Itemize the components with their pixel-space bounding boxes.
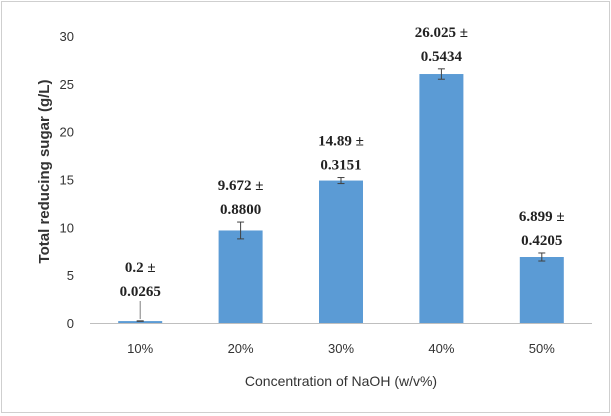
y-tick-label: 15 (60, 173, 74, 188)
data-label-value: 26.025 ± (415, 25, 468, 41)
data-label-value: 14.89 ± (318, 134, 364, 150)
bar (118, 321, 163, 323)
x-axis-title: Concentration of NaOH (w/v%) (245, 373, 437, 389)
x-axis-ticks: 10% 20% 30% 40% 50% (127, 341, 555, 356)
data-label-error: 0.0265 (120, 284, 161, 300)
data-label-value: 9.672 ± (218, 178, 264, 194)
x-tick-label: 30% (328, 341, 354, 356)
data-label-value: 6.899 ± (519, 209, 565, 225)
y-tick-label: 30 (60, 29, 74, 44)
y-tick-label: 5 (67, 268, 74, 283)
x-tick-label: 50% (529, 341, 555, 356)
data-label-error: 0.3151 (320, 158, 361, 174)
y-axis-title: Total reducing sugar (g/L) (36, 80, 53, 264)
bar (519, 256, 564, 323)
x-tick-label: 20% (228, 341, 254, 356)
data-labels: 0.2 ± 0.0265 9.672 ± 0.8800 14.89 ± 0.3151 26.… (120, 25, 565, 320)
y-tick-label: 25 (60, 77, 74, 92)
x-tick-label: 10% (127, 341, 153, 356)
bar (319, 180, 363, 323)
data-label-error: 0.8800 (220, 202, 261, 218)
y-tick-label: 20 (60, 125, 74, 140)
data-label-error: 0.4205 (521, 233, 562, 249)
error-bars (136, 68, 546, 322)
y-tick-label: 10 (60, 220, 74, 235)
data-label-value: 0.2 ± (125, 260, 156, 276)
bars (118, 74, 564, 323)
x-tick-label: 40% (428, 341, 454, 356)
bar (419, 74, 464, 323)
data-label-error: 0.5434 (421, 49, 463, 65)
y-axis-ticks: 0 5 10 15 20 25 30 (60, 29, 74, 331)
bar (218, 230, 263, 323)
y-tick-label: 0 (67, 316, 74, 331)
